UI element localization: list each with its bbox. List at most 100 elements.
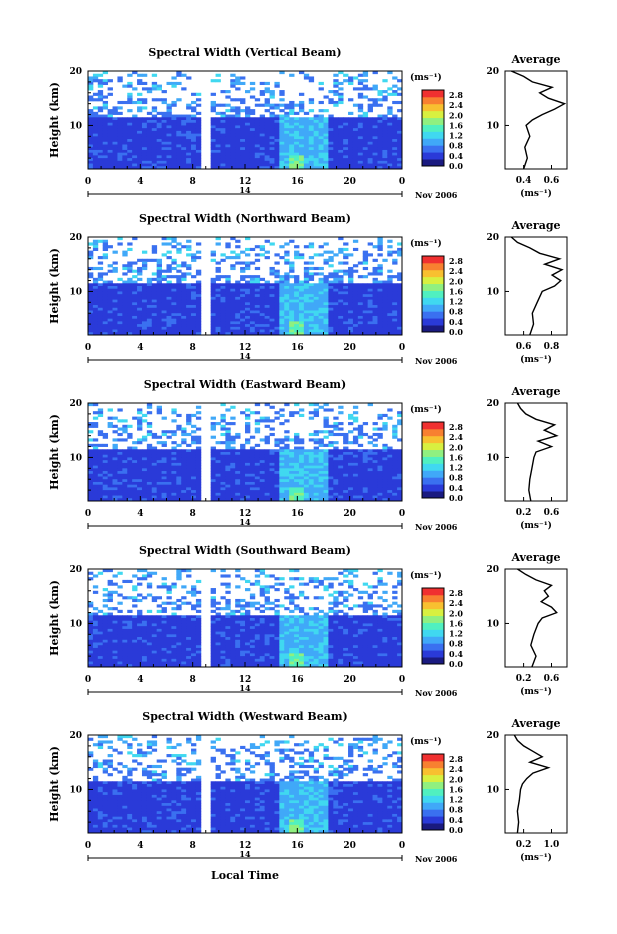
heatmap-cell xyxy=(265,452,270,455)
heatmap-cell xyxy=(225,485,230,488)
heatmap-cell xyxy=(265,441,270,444)
heatmap-cell xyxy=(176,161,181,164)
heatmap-cell xyxy=(343,161,348,164)
heatmap-cell xyxy=(191,471,196,474)
heatmap-cell xyxy=(353,493,358,496)
heatmap-cell xyxy=(324,444,329,447)
heatmap-cell xyxy=(333,313,338,316)
heatmap-cell xyxy=(196,242,201,245)
heatmap-cell xyxy=(108,479,113,482)
heatmap-cell xyxy=(167,161,172,164)
heatmap-cell xyxy=(108,112,113,115)
heatmap-cell xyxy=(167,300,172,303)
heatmap-cell xyxy=(230,142,235,145)
heatmap-cell xyxy=(162,321,167,324)
heatmap-cell xyxy=(392,145,397,148)
heatmap-cell xyxy=(181,278,186,281)
heatmap-cell xyxy=(162,311,167,314)
heatmap-cell xyxy=(328,161,333,164)
heatmap-cell xyxy=(93,147,98,150)
heatmap-cell xyxy=(147,493,152,496)
heatmap-cell xyxy=(309,449,314,452)
heatmap-cell xyxy=(220,139,225,142)
heatmap-cell xyxy=(260,457,265,460)
heatmap-cell xyxy=(392,479,397,482)
heatmap-cell xyxy=(162,313,167,316)
heatmap-cell xyxy=(211,101,216,104)
heatmap-cell xyxy=(230,123,235,126)
heatmap-cell xyxy=(88,651,93,654)
heatmap-cell xyxy=(181,147,186,150)
heatmap-cell xyxy=(368,319,373,322)
heatmap-cell xyxy=(333,153,338,156)
heatmap-cell xyxy=(225,468,230,471)
heatmap-cell xyxy=(230,308,235,311)
heatmap-cell xyxy=(93,629,98,632)
heatmap-cell xyxy=(211,311,216,314)
heatmap-cell xyxy=(304,150,309,153)
heatmap-cell xyxy=(181,308,186,311)
heatmap-cell xyxy=(142,120,147,123)
heatmap-cell xyxy=(117,283,122,286)
heatmap-cell xyxy=(382,487,387,490)
heatmap-cell xyxy=(93,651,98,654)
heatmap-cell xyxy=(147,444,152,447)
heatmap-cell xyxy=(260,90,265,93)
heatmap-cell xyxy=(88,308,93,311)
heatmap-cell xyxy=(279,463,284,466)
heatmap-cell xyxy=(127,153,132,156)
heatmap-cell xyxy=(147,139,152,142)
heatmap-cell xyxy=(260,161,265,164)
heatmap-cell xyxy=(103,120,108,123)
heatmap-cell xyxy=(368,468,373,471)
heatmap-cell xyxy=(181,321,186,324)
heatmap-cell xyxy=(147,147,152,150)
heatmap-cell xyxy=(157,150,162,153)
heatmap-cell xyxy=(319,142,324,145)
heatmap-cell xyxy=(343,447,348,450)
heatmap-cell xyxy=(113,662,118,665)
colorbar-swatch xyxy=(422,491,444,498)
heatmap-cell xyxy=(98,313,103,316)
heatmap-cell xyxy=(353,128,358,131)
heatmap-cell xyxy=(157,136,162,139)
heatmap-cell xyxy=(240,466,245,469)
heatmap-cell xyxy=(196,117,201,120)
heatmap-cell xyxy=(387,457,392,460)
heatmap-cell xyxy=(137,259,142,262)
heatmap-cell xyxy=(103,240,108,243)
heatmap-cell xyxy=(363,161,368,164)
heatmap-cell xyxy=(368,330,373,333)
heatmap-cell xyxy=(127,474,132,477)
heatmap-cell xyxy=(314,463,319,466)
heatmap-cell xyxy=(314,294,319,297)
heatmap-cell xyxy=(98,632,103,635)
heatmap-cell xyxy=(235,120,240,123)
date-label: Nov 2006 xyxy=(415,356,458,366)
heatmap-cell xyxy=(157,294,162,297)
heatmap-cell xyxy=(103,604,108,607)
heatmap-cell xyxy=(171,466,176,469)
heatmap-cell xyxy=(358,96,363,99)
heatmap-cell xyxy=(309,128,314,131)
heatmap-cell xyxy=(377,134,382,137)
heatmap-cell xyxy=(348,324,353,327)
heatmap-cell xyxy=(235,82,240,85)
heatmap-cell xyxy=(142,134,147,137)
colorbar-tick-label: 0.0 xyxy=(449,161,463,171)
x-tick-label: 16 xyxy=(291,177,304,187)
heatmap-cell xyxy=(211,417,216,420)
heatmap-cell xyxy=(117,610,122,613)
heatmap-cell xyxy=(324,308,329,311)
heatmap-cell xyxy=(122,466,127,469)
heatmap-cell xyxy=(270,242,275,245)
heatmap-cell xyxy=(157,142,162,145)
heatmap-cell xyxy=(216,155,221,158)
heatmap-cell xyxy=(122,311,127,314)
heatmap-cell xyxy=(358,430,363,433)
heatmap-cell xyxy=(250,262,255,265)
heatmap-cell xyxy=(250,153,255,156)
heatmap-cell xyxy=(392,433,397,436)
heatmap-cell xyxy=(162,316,167,319)
heatmap-cell xyxy=(122,272,127,275)
